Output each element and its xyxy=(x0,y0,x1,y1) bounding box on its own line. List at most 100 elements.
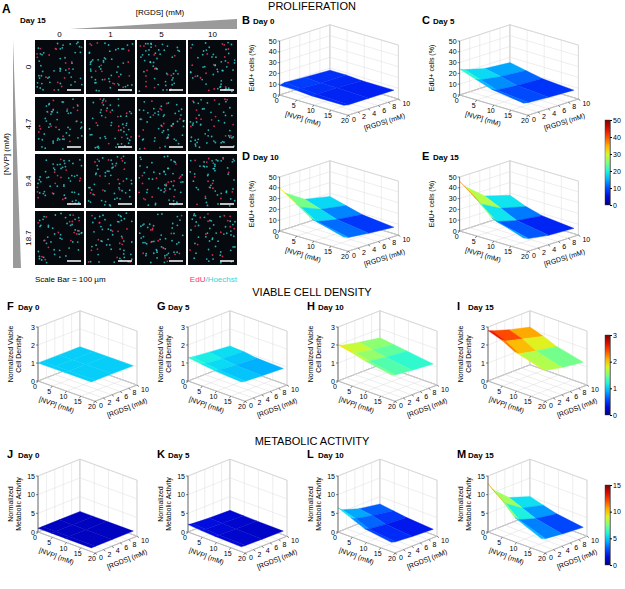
tick xyxy=(245,553,247,555)
nucleus xyxy=(75,121,77,123)
nucleus xyxy=(99,137,101,139)
nucleus xyxy=(59,58,61,60)
tick xyxy=(336,476,338,477)
surface-panel: MDay 15051015NormalizedMetabolic Activit… xyxy=(457,448,599,571)
figure: PROLIFERATIONVIABLE CELL DENSITYMETABOLI… xyxy=(0,0,625,589)
nucleus xyxy=(47,236,49,238)
nucleus xyxy=(70,180,72,182)
nucleus xyxy=(103,98,105,100)
nucleus xyxy=(126,134,128,136)
nucleus xyxy=(168,257,170,259)
nucleus xyxy=(113,83,115,85)
nucleus xyxy=(146,69,148,71)
nucleus xyxy=(119,258,121,260)
tick-label: 0 xyxy=(183,534,187,541)
nucleus xyxy=(97,239,99,241)
nucleus xyxy=(152,114,154,116)
tick: 50 xyxy=(610,117,621,124)
nucleus xyxy=(59,68,61,70)
tick xyxy=(395,553,397,555)
nucleus xyxy=(92,117,94,119)
axis-title: [NVP] (mM) xyxy=(488,395,525,415)
surface xyxy=(280,70,394,105)
nucleus xyxy=(69,214,71,216)
nucleus xyxy=(94,82,96,84)
nucleus xyxy=(200,99,202,101)
nucleus xyxy=(121,136,123,138)
nucleus xyxy=(125,192,127,194)
nucleus xyxy=(64,162,66,164)
tick xyxy=(336,327,338,328)
tick-label: 20 xyxy=(538,403,546,410)
nucleus xyxy=(123,155,125,157)
nucleus xyxy=(95,90,97,92)
tick-label: 0 xyxy=(275,97,279,104)
colorbar-axis: 0123 xyxy=(610,332,617,419)
tick xyxy=(568,238,570,240)
nucleus xyxy=(204,66,206,68)
nucleus xyxy=(220,193,222,195)
nucleus xyxy=(91,76,93,78)
tick-label: 6 xyxy=(424,544,428,551)
nucleus xyxy=(62,135,64,137)
nucleus xyxy=(219,216,221,218)
nucleus xyxy=(72,241,74,243)
nucleus xyxy=(220,262,222,264)
nucleus xyxy=(217,203,219,205)
grid-line xyxy=(188,311,287,331)
nucleus xyxy=(123,131,125,133)
nucleus xyxy=(190,229,192,231)
tick-mark xyxy=(610,137,612,138)
nucleus xyxy=(213,224,215,226)
nucleus xyxy=(158,187,160,189)
nucleus xyxy=(93,231,95,233)
nucleus xyxy=(74,192,76,194)
tick-label: 30 xyxy=(269,59,277,66)
nucleus xyxy=(91,44,93,46)
tick xyxy=(358,112,360,114)
nucleus xyxy=(48,126,50,128)
nucleus xyxy=(96,42,98,44)
micrograph xyxy=(35,211,84,265)
axis-title: Normalized Viable xyxy=(307,326,314,383)
nucleus xyxy=(163,115,165,117)
tick-label: 0 xyxy=(33,383,37,390)
nucleus xyxy=(100,240,102,242)
tick-label: 4 xyxy=(116,547,120,554)
surface-patch xyxy=(312,94,349,105)
tick-label: 0 xyxy=(455,97,459,104)
micrograph xyxy=(137,154,186,208)
tick xyxy=(458,177,460,178)
nucleus xyxy=(106,170,108,172)
nucleus xyxy=(202,54,204,56)
nucleus xyxy=(152,178,154,180)
tick-label: 15 xyxy=(504,112,512,119)
nucleus xyxy=(92,59,94,61)
tick xyxy=(458,198,460,199)
tick-label: 0 xyxy=(399,402,403,409)
axis-line xyxy=(611,486,613,566)
nucleus xyxy=(162,247,164,249)
tick-label: 50 xyxy=(449,174,457,181)
tick-label: 0 xyxy=(532,116,536,123)
nucleus xyxy=(53,249,55,251)
nucleus xyxy=(197,244,199,246)
tick xyxy=(548,245,550,247)
nucleus xyxy=(143,45,145,47)
surface-patch xyxy=(280,188,301,207)
nucleus xyxy=(102,79,104,81)
nucleus xyxy=(119,248,121,250)
nucleus xyxy=(212,74,214,76)
nucleus xyxy=(194,176,196,178)
tick-label: 4 xyxy=(566,396,570,403)
nucleus xyxy=(150,43,152,45)
tick xyxy=(570,543,572,545)
nucleus xyxy=(208,260,210,262)
nucleus xyxy=(173,138,175,140)
tick xyxy=(545,401,547,403)
tick-label: 8 xyxy=(583,541,587,548)
tick-label: 2 xyxy=(542,249,546,256)
nucleus xyxy=(37,82,39,84)
nucleus xyxy=(222,70,224,72)
axis-title: [NVP] (mM) xyxy=(188,547,225,567)
